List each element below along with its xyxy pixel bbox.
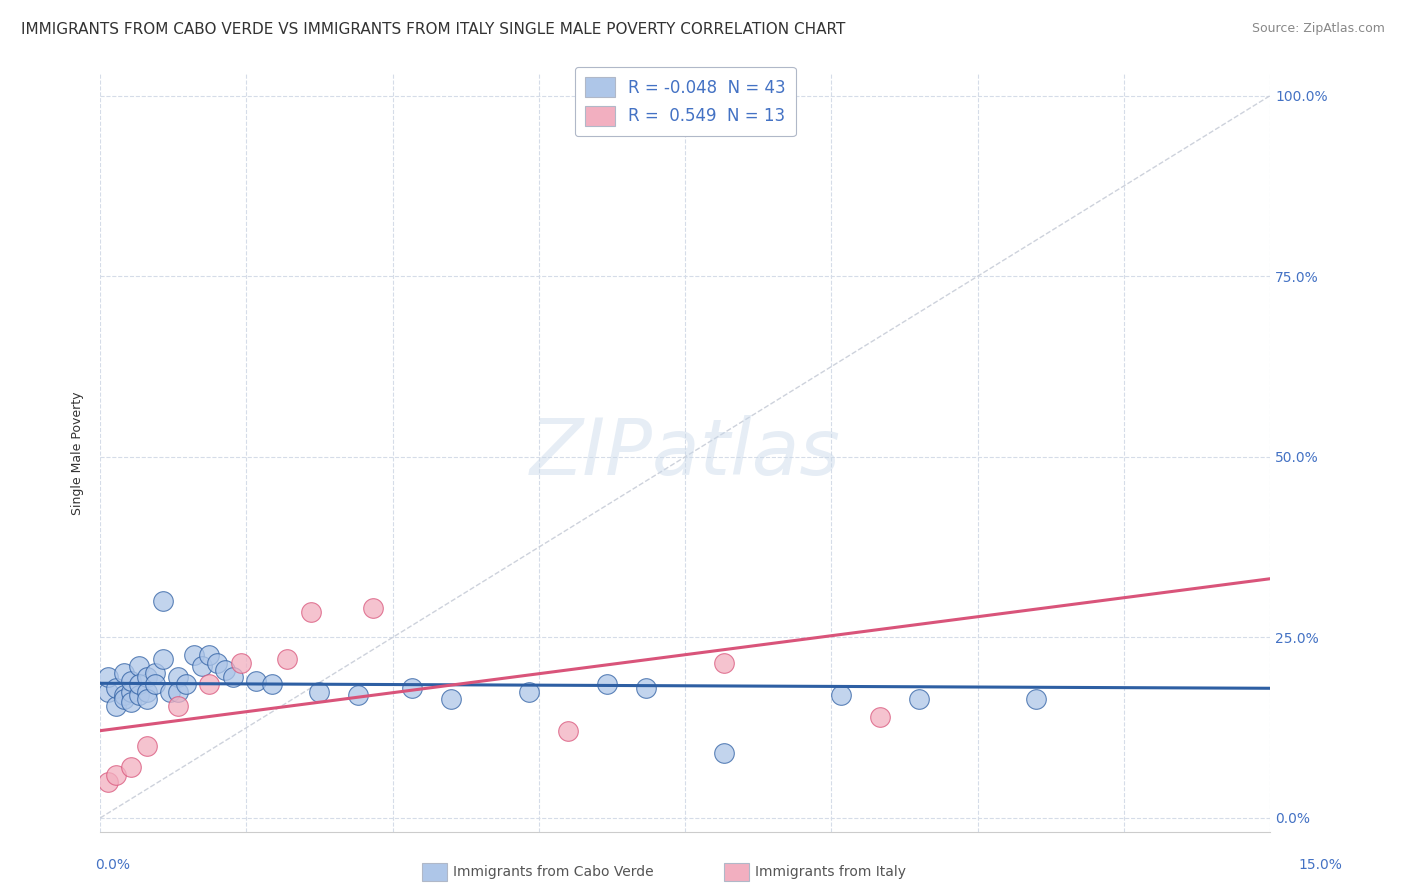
Point — [198, 677, 221, 691]
Point — [190, 659, 212, 673]
Point — [557, 724, 579, 739]
Point — [205, 656, 228, 670]
Point — [276, 652, 298, 666]
Point — [136, 739, 159, 753]
Point — [713, 746, 735, 760]
Point — [136, 691, 159, 706]
Point — [136, 684, 159, 698]
Text: Immigrants from Cabo Verde: Immigrants from Cabo Verde — [453, 865, 654, 880]
Legend: R = -0.048  N = 43, R =  0.549  N = 13: R = -0.048 N = 43, R = 0.549 N = 13 — [575, 67, 796, 136]
Point — [104, 698, 127, 713]
Point — [143, 677, 166, 691]
Point — [299, 605, 322, 619]
Point — [713, 656, 735, 670]
Point — [128, 659, 150, 673]
Point — [120, 760, 142, 774]
Point — [112, 666, 135, 681]
Text: Immigrants from Italy: Immigrants from Italy — [755, 865, 905, 880]
Point — [361, 601, 384, 615]
Point — [104, 681, 127, 695]
Point — [596, 677, 619, 691]
Point — [167, 698, 190, 713]
Point — [183, 648, 205, 663]
Point — [104, 767, 127, 781]
Point — [152, 594, 174, 608]
Point — [159, 684, 181, 698]
Point — [97, 774, 120, 789]
Point — [128, 688, 150, 702]
Text: IMMIGRANTS FROM CABO VERDE VS IMMIGRANTS FROM ITALY SINGLE MALE POVERTY CORRELAT: IMMIGRANTS FROM CABO VERDE VS IMMIGRANTS… — [21, 22, 845, 37]
Point — [1025, 691, 1047, 706]
Point — [198, 648, 221, 663]
Point — [401, 681, 423, 695]
Point — [120, 684, 142, 698]
Point — [869, 710, 891, 724]
Point — [260, 677, 283, 691]
Point — [214, 663, 236, 677]
Point — [128, 677, 150, 691]
Point — [120, 695, 142, 709]
Point — [97, 684, 120, 698]
Point — [636, 681, 658, 695]
Point — [440, 691, 463, 706]
Point — [143, 666, 166, 681]
Point — [112, 691, 135, 706]
Point — [245, 673, 267, 688]
Point — [229, 656, 252, 670]
Point — [120, 673, 142, 688]
Point — [174, 677, 197, 691]
Text: 0.0%: 0.0% — [96, 858, 131, 872]
Point — [97, 670, 120, 684]
Text: 15.0%: 15.0% — [1299, 858, 1343, 872]
Point — [222, 670, 245, 684]
Point — [167, 684, 190, 698]
Point — [167, 670, 190, 684]
Point — [308, 684, 330, 698]
Point — [152, 652, 174, 666]
Text: Source: ZipAtlas.com: Source: ZipAtlas.com — [1251, 22, 1385, 36]
Point — [136, 670, 159, 684]
Point — [908, 691, 931, 706]
Point — [346, 688, 368, 702]
Point — [517, 684, 540, 698]
Point — [830, 688, 852, 702]
Point — [112, 688, 135, 702]
Y-axis label: Single Male Poverty: Single Male Poverty — [72, 392, 84, 515]
Text: ZIPatlas: ZIPatlas — [530, 415, 841, 491]
